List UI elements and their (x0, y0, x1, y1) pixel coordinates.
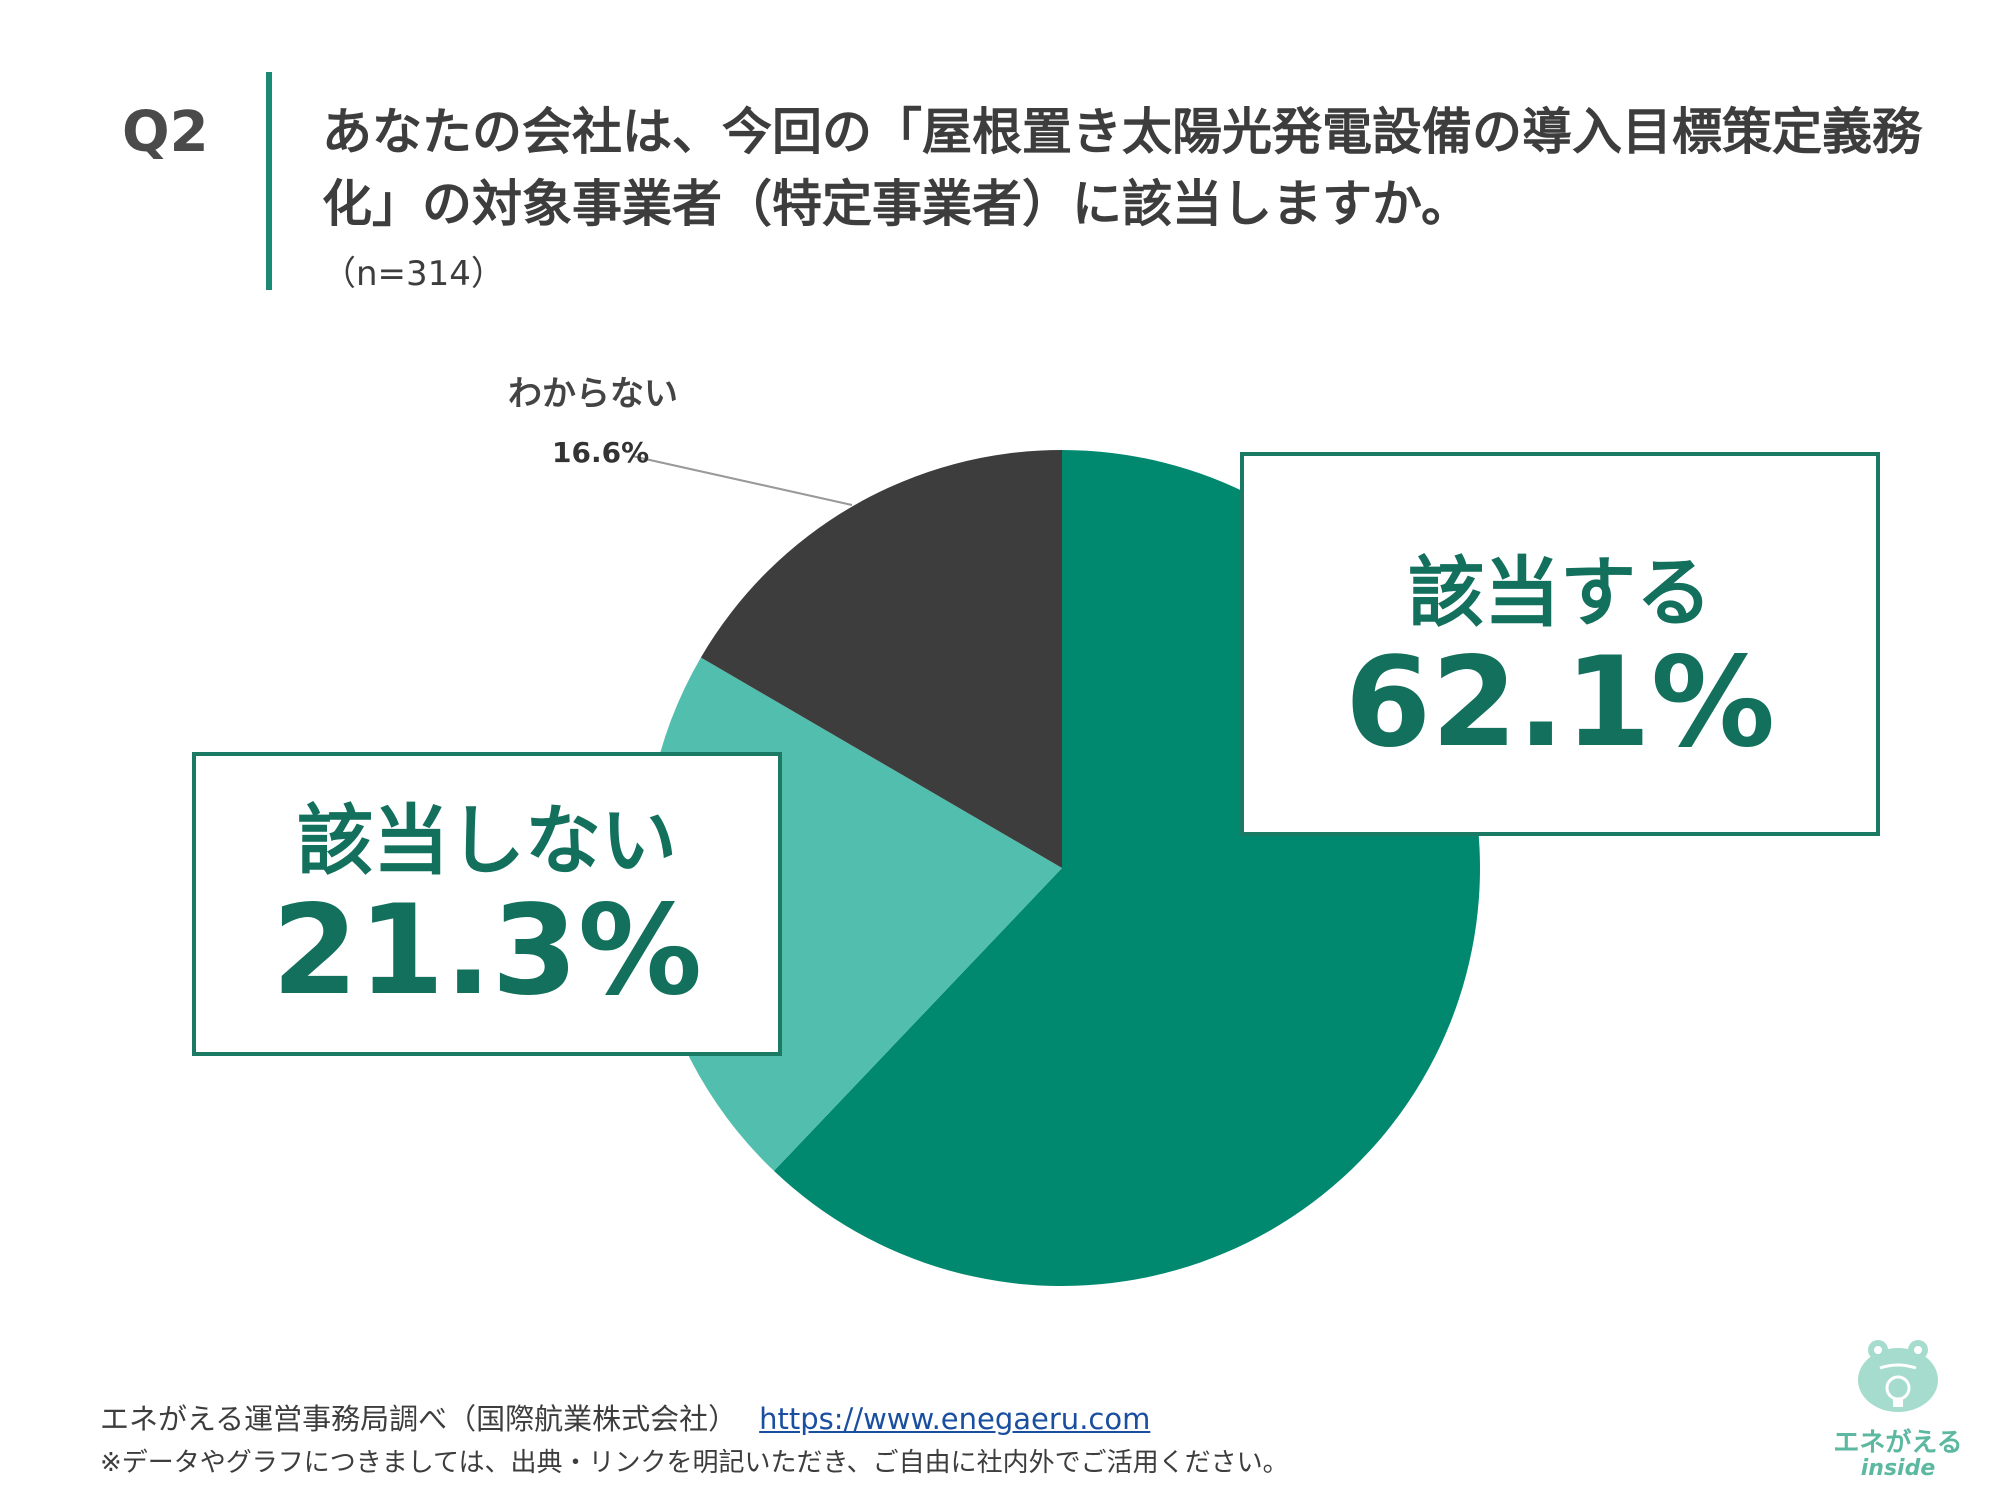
slice-value-unknown: 16.6% (552, 436, 650, 469)
logo-sub: inside (1860, 1456, 1936, 1481)
question-title: あなたの会社は、今回の「屋根置き太陽光発電設備の導入目標策定義務化」の対象事業者… (322, 103, 1922, 233)
leader-line (631, 455, 853, 506)
slice-value-not-applicable: 21.3% (271, 879, 703, 1023)
accent-divider (266, 72, 272, 290)
frog-bulb-icon (1858, 1340, 1938, 1412)
sample-size: （n=314） (322, 254, 505, 294)
logo-name: エネがえる (1833, 1428, 1963, 1458)
source-line: エネがえる運営事務局調べ（国際航業株式会社） https://www.enegae… (100, 1396, 1150, 1438)
slice-value-applicable: 62.1% (1344, 631, 1776, 775)
usage-note: ※データやグラフにつきましては、出典・リンクを明記いただき、ご自由に社内外でご活… (100, 1448, 1289, 1478)
source-link[interactable]: https://www.enegaeru.com (759, 1402, 1151, 1436)
slice-label-applicable: 該当する (1408, 548, 1712, 637)
brand-logo: エネがえる inside (1828, 1330, 1968, 1480)
slice-label-unknown: わからない (508, 374, 678, 414)
source-text: エネがえる運営事務局調べ（国際航業株式会社） (100, 1402, 738, 1436)
callout-not-applicable: 該当しない 21.3% (192, 752, 782, 1056)
question-label: Q2 (122, 100, 209, 165)
pie-slice-unknown (700, 450, 1062, 868)
slice-label-not-applicable: 該当しない (297, 796, 677, 885)
callout-applicable: 該当する 62.1% (1240, 452, 1880, 836)
